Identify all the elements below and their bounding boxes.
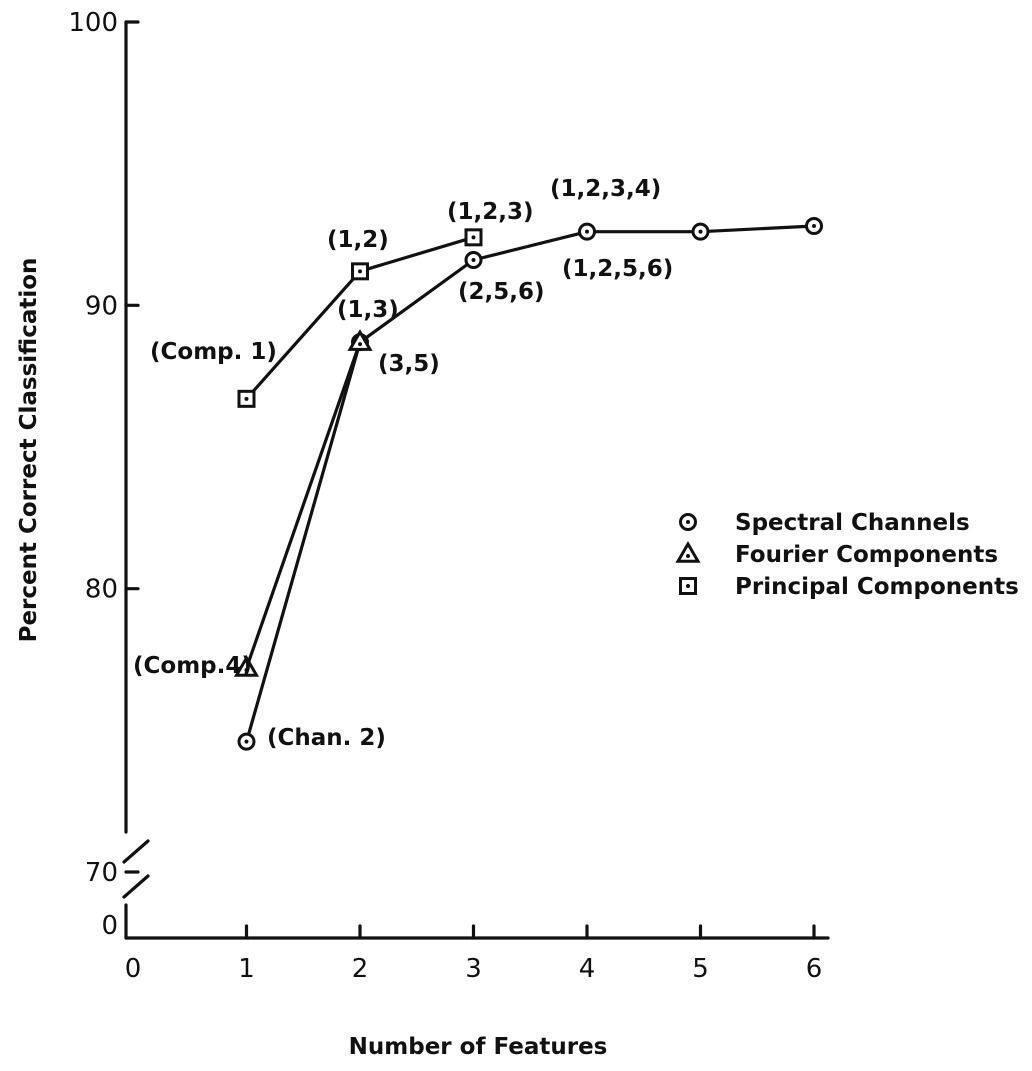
- x-axis-title: Number of Features: [349, 1034, 608, 1060]
- point-annotation: (Comp. 1): [150, 339, 277, 365]
- y-tick-label: 90: [85, 291, 118, 321]
- y-axis-break-mark-upper: [122, 839, 150, 864]
- series-line-1: [244, 341, 362, 669]
- x-tick-label: 6: [806, 954, 823, 984]
- legend-marker: [679, 513, 697, 531]
- y-axis-break-mark-lower: [122, 874, 150, 899]
- point-annotation: (1,2,3,4): [550, 176, 661, 202]
- y-tick-label: 80: [85, 575, 118, 605]
- point-labels: (Chan. 2) (3,5) (2,5,6) (1,2,5,6) (1,2,3,4) (…: [133, 176, 673, 751]
- y-tick-label: 70: [85, 858, 118, 888]
- legend-item: Spectral Channels: [679, 510, 970, 536]
- y-axis-title: Percent Correct Classification: [16, 258, 42, 643]
- data-point-0: [578, 222, 596, 241]
- data-point-1: [233, 655, 260, 677]
- point-annotation: (1,2,3): [447, 199, 534, 225]
- legend-item: Principal Components: [679, 574, 1019, 600]
- data-point-1: [347, 329, 373, 351]
- legend-label: Principal Components: [735, 574, 1019, 600]
- series-markers: [233, 217, 823, 751]
- legend: Spectral Channels Fourier Components Princ…: [675, 510, 1019, 600]
- point-annotation: (1,2,5,6): [562, 256, 673, 282]
- point-annotation: (Chan. 2): [267, 725, 386, 751]
- data-point-0: [691, 222, 710, 241]
- data-point-0: [237, 732, 256, 751]
- x-tick-label: 5: [692, 954, 709, 984]
- y-axis: [122, 20, 150, 940]
- data-point-2: [351, 262, 369, 281]
- point-annotation: (Comp.4): [133, 653, 252, 679]
- legend-label: Spectral Channels: [735, 510, 970, 536]
- y-ticks: 0 70 80 90 100: [68, 8, 140, 941]
- point-annotation: (1,2): [327, 227, 389, 253]
- legend-marker: [679, 577, 697, 595]
- legend-label: Fourier Components: [735, 542, 998, 568]
- data-point-2: [464, 228, 483, 247]
- x-tick-label: 2: [352, 954, 369, 984]
- point-annotation: (2,5,6): [458, 279, 545, 305]
- x-tick-label: 4: [579, 954, 596, 984]
- data-point-0: [805, 217, 823, 235]
- data-point-2: [237, 389, 256, 408]
- x-tick-label: 3: [465, 954, 482, 984]
- y-tick-label: 100: [68, 8, 118, 38]
- x-tick-label: 0: [125, 954, 142, 984]
- legend-marker: [675, 541, 701, 563]
- point-annotation: (1,3): [337, 297, 399, 323]
- series-line-0: [244, 224, 815, 743]
- legend-item: Fourier Components: [675, 541, 998, 568]
- point-annotation: (3,5): [378, 351, 440, 377]
- data-point-0: [464, 251, 483, 269]
- x-ticks: 0 1 2 3 4 5 6: [125, 924, 823, 984]
- x-tick-label: 1: [238, 954, 255, 984]
- y-tick-label: 0: [101, 911, 118, 941]
